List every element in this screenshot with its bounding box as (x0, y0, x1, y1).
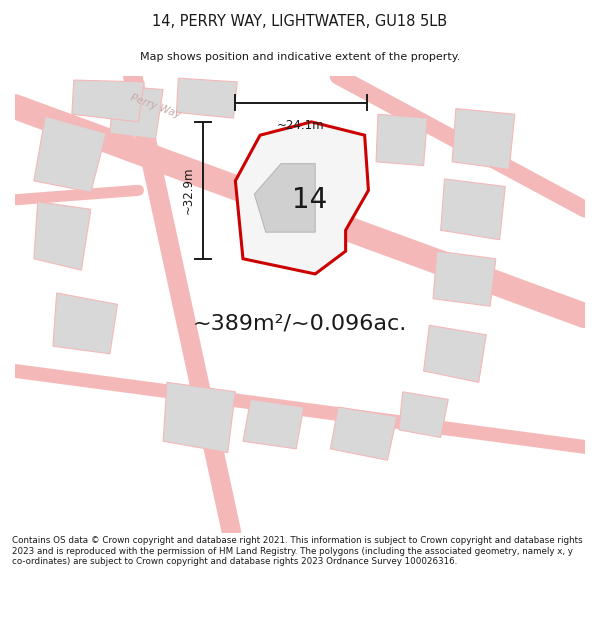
Polygon shape (163, 382, 235, 452)
Text: Perry Way: Perry Way (129, 93, 182, 121)
Text: ~24.1m: ~24.1m (277, 119, 325, 132)
Polygon shape (376, 114, 427, 166)
Polygon shape (34, 116, 106, 192)
Text: 14: 14 (292, 186, 327, 214)
Polygon shape (452, 109, 515, 169)
Text: ~32.9m: ~32.9m (181, 166, 194, 214)
Polygon shape (424, 325, 487, 382)
Text: Contains OS data © Crown copyright and database right 2021. This information is : Contains OS data © Crown copyright and d… (12, 536, 583, 566)
Text: 14, PERRY WAY, LIGHTWATER, GU18 5LB: 14, PERRY WAY, LIGHTWATER, GU18 5LB (152, 14, 448, 29)
Polygon shape (399, 392, 448, 438)
Polygon shape (72, 80, 144, 122)
Polygon shape (235, 122, 368, 274)
Polygon shape (254, 164, 315, 232)
Polygon shape (34, 202, 91, 270)
Polygon shape (53, 293, 118, 354)
Polygon shape (433, 251, 496, 306)
Polygon shape (176, 78, 237, 118)
Polygon shape (331, 407, 397, 460)
Polygon shape (243, 399, 304, 449)
Text: Map shows position and indicative extent of the property.: Map shows position and indicative extent… (140, 52, 460, 62)
Polygon shape (110, 86, 163, 139)
Polygon shape (440, 179, 505, 240)
Text: ~389m²/~0.096ac.: ~389m²/~0.096ac. (193, 313, 407, 333)
